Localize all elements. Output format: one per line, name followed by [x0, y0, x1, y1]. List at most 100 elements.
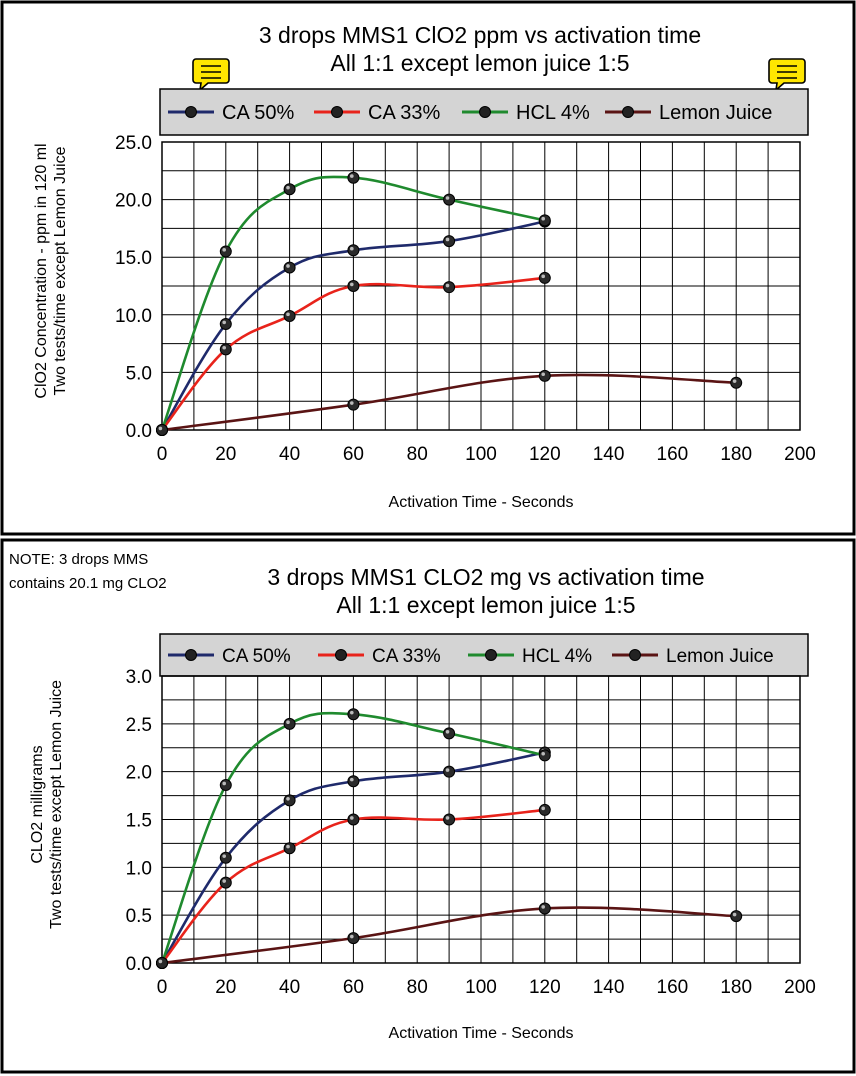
legend-label: Lemon Juice [659, 102, 772, 124]
note-text-line: contains 20.1 mg CLO2 [9, 575, 167, 592]
legend-item: CA 33% [314, 102, 440, 124]
x-tick-label: 160 [657, 444, 689, 465]
legend-item: HCL 4% [468, 646, 592, 667]
legend-item: HCL 4% [462, 102, 590, 124]
data-point-highlight [732, 379, 737, 383]
y-axis-label-line: Two tests/time except Lemon Juice [52, 146, 69, 395]
legend-swatch-marker [331, 106, 343, 118]
data-point-highlight [445, 196, 450, 200]
data-point-highlight [541, 905, 545, 909]
data-point-highlight [286, 264, 290, 268]
legend-label: HCL 4% [522, 646, 592, 667]
data-point-highlight [541, 372, 545, 377]
note-icon [192, 58, 230, 93]
data-point-highlight [541, 806, 545, 811]
data-point [730, 376, 743, 389]
data-point-highlight [286, 844, 290, 849]
legend-swatch-marker [622, 106, 634, 118]
series-line [161, 906, 737, 965]
data-point-highlight [732, 912, 737, 917]
data-point-highlight [541, 752, 545, 756]
x-tick-label: 20 [215, 977, 236, 998]
series-group [156, 171, 743, 436]
y-tick-label: 3.0 [126, 667, 152, 688]
data-point-highlight [286, 796, 290, 801]
legend-label: Lemon Juice [666, 646, 774, 667]
data-point-highlight [286, 185, 290, 190]
chart-ppm: 3 drops MMS1 ClO2 ppm vs activation time… [0, 0, 856, 536]
chart-subtitle: All 1:1 except lemon juice 1:5 [330, 50, 629, 76]
data-point-highlight [222, 320, 226, 325]
note-icon [768, 58, 806, 93]
panel-frame [0, 538, 856, 1074]
data-point [538, 271, 551, 284]
y-tick-label: 0.0 [126, 421, 152, 442]
plot-frame [161, 675, 801, 964]
data-point [443, 281, 456, 294]
y-axis-label-line: CLO2 milligrams [29, 745, 46, 863]
data-point-highlight [445, 730, 450, 734]
data-point [347, 171, 360, 184]
y-tick-label: 15.0 [115, 248, 152, 269]
legend-label: CA 50% [222, 102, 294, 124]
data-point [538, 902, 551, 915]
x-tick-label: 120 [529, 977, 561, 998]
data-point [156, 424, 168, 436]
y-tick-label: 0.5 [126, 906, 152, 927]
data-point [219, 851, 232, 864]
data-point-highlight [350, 401, 354, 405]
data-point-highlight [445, 283, 450, 288]
plot-frame [161, 141, 801, 431]
legend-label: CA 33% [372, 646, 441, 667]
y-tick-label: 2.0 [126, 763, 152, 784]
data-point-highlight [286, 720, 290, 725]
data-point-highlight [222, 854, 226, 858]
y-tick-label: 5.0 [126, 363, 152, 384]
chart-mg: NOTE: 3 drops MMS contains 20.1 mg CLO2 3 … [0, 538, 856, 1074]
series-line [161, 373, 737, 432]
grid [161, 675, 801, 964]
data-point [283, 261, 296, 274]
y-tick-label: 0.0 [126, 954, 152, 975]
data-point-highlight [222, 248, 226, 252]
x-tick-label: 40 [279, 977, 300, 998]
chart-title: 3 drops MMS1 CLO2 mg vs activation time [267, 564, 704, 590]
x-tick-label: 60 [343, 444, 364, 465]
data-point-highlight [350, 816, 354, 820]
data-point [347, 708, 360, 721]
data-point [443, 235, 456, 248]
data-point [283, 183, 296, 196]
data-point-highlight [222, 345, 226, 350]
series-group [156, 708, 743, 969]
y-axis-label-line: ClO2 Concentration - ppm in 120 ml [33, 143, 50, 398]
x-tick-label: 0 [157, 444, 168, 465]
legend-label: HCL 4% [516, 102, 590, 124]
data-point [538, 803, 551, 816]
data-point [347, 775, 360, 788]
data-point [347, 398, 360, 411]
legend: CA 50% CA 33% HCL 4% Lemon Juice [159, 633, 809, 677]
data-point [347, 280, 360, 292]
x-axis-label: Activation Time - Seconds [389, 494, 574, 511]
data-point [443, 813, 456, 826]
x-tick-label: 0 [157, 977, 168, 998]
data-point [219, 876, 232, 889]
data-point-highlight [350, 710, 354, 715]
data-point [443, 193, 456, 206]
x-tick-label: 80 [407, 977, 428, 998]
data-point-highlight [350, 174, 354, 178]
legend-swatch-marker [185, 649, 197, 661]
x-axis-label: Activation Time - Seconds [389, 1025, 574, 1042]
series-line [160, 808, 545, 964]
x-tick-label: 140 [593, 444, 625, 465]
data-point-highlight [222, 879, 226, 883]
legend-swatch-marker [479, 106, 491, 118]
data-point-highlight [445, 768, 450, 772]
x-tick-label: 180 [720, 977, 752, 998]
legend-label: CA 50% [222, 646, 291, 667]
x-tick-label: 160 [657, 977, 689, 998]
note-text-line: NOTE: 3 drops MMS [9, 551, 148, 568]
data-point-highlight [350, 934, 354, 939]
data-point [538, 749, 551, 762]
data-point [347, 244, 360, 257]
